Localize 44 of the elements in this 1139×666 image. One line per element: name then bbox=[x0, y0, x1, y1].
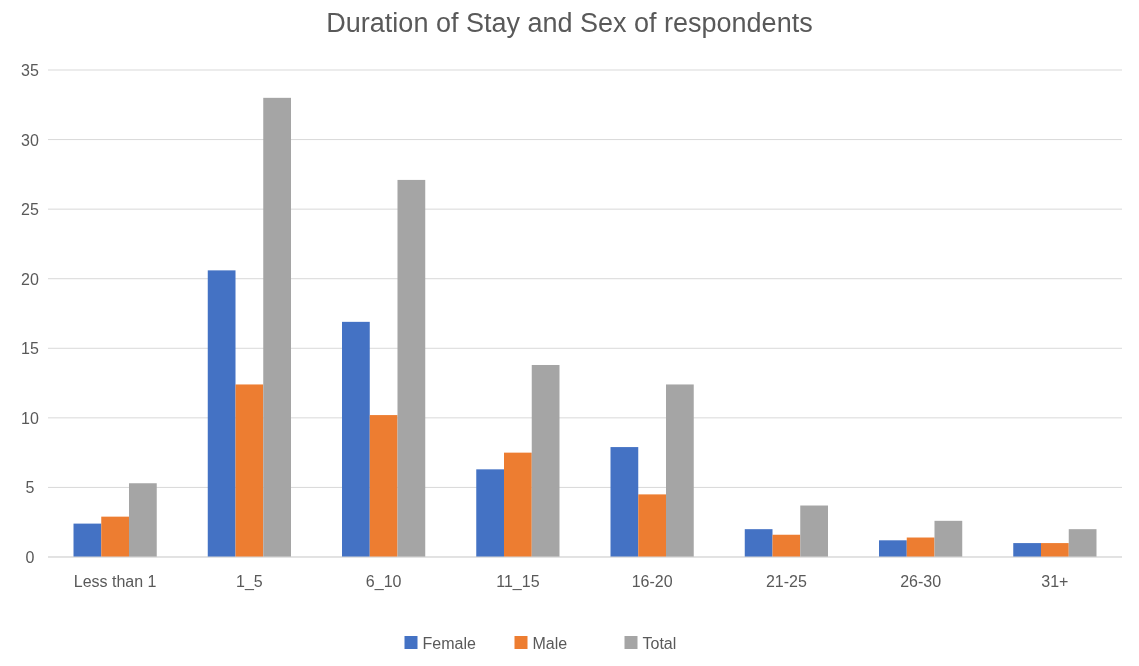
bar bbox=[397, 179, 426, 557]
y-tick-label: 25 bbox=[21, 201, 39, 219]
y-tick-label: 0 bbox=[25, 549, 35, 566]
x-tick-label: 31+ bbox=[1041, 573, 1069, 590]
y-tick-label: 5 bbox=[25, 479, 35, 497]
bar bbox=[101, 516, 129, 557]
bar bbox=[666, 384, 694, 557]
x-tick-label: 11_15 bbox=[496, 573, 540, 591]
bar bbox=[772, 534, 801, 557]
y-tick-label: 30 bbox=[21, 131, 39, 149]
bar bbox=[610, 447, 639, 557]
y-tick-label: 35 bbox=[21, 62, 39, 79]
bar bbox=[129, 483, 157, 557]
bar bbox=[638, 494, 666, 557]
legend-label: Total bbox=[642, 635, 677, 652]
x-tick-label: 16-20 bbox=[631, 573, 673, 590]
legend-label: Male bbox=[532, 635, 568, 652]
x-tick-label: Less than 1 bbox=[73, 573, 157, 590]
x-tick-label: 26-30 bbox=[900, 573, 942, 590]
bar bbox=[744, 529, 773, 557]
bar bbox=[800, 505, 828, 557]
bar bbox=[1013, 543, 1041, 557]
y-tick-label: 15 bbox=[21, 340, 39, 358]
chart-title: Duration of Stay and Sex of respondents bbox=[326, 8, 813, 38]
bar bbox=[369, 415, 398, 557]
x-tick-label: 1_5 bbox=[236, 573, 263, 591]
bar bbox=[342, 321, 370, 557]
bar bbox=[1041, 543, 1069, 557]
legend-label: Female bbox=[422, 635, 476, 652]
bar bbox=[263, 97, 291, 557]
bar bbox=[879, 540, 907, 557]
x-tick-label: 21-25 bbox=[765, 573, 807, 590]
bar bbox=[235, 384, 264, 557]
y-tick-label: 10 bbox=[21, 409, 39, 427]
bar bbox=[73, 523, 102, 557]
bar bbox=[934, 520, 963, 557]
bar bbox=[906, 537, 935, 557]
x-tick-label: 6_10 bbox=[365, 573, 402, 591]
y-tick-label: 20 bbox=[21, 270, 39, 288]
bar bbox=[1068, 529, 1097, 557]
bar bbox=[207, 270, 236, 557]
bar bbox=[531, 364, 560, 557]
bar bbox=[504, 452, 532, 557]
bar bbox=[476, 469, 504, 557]
